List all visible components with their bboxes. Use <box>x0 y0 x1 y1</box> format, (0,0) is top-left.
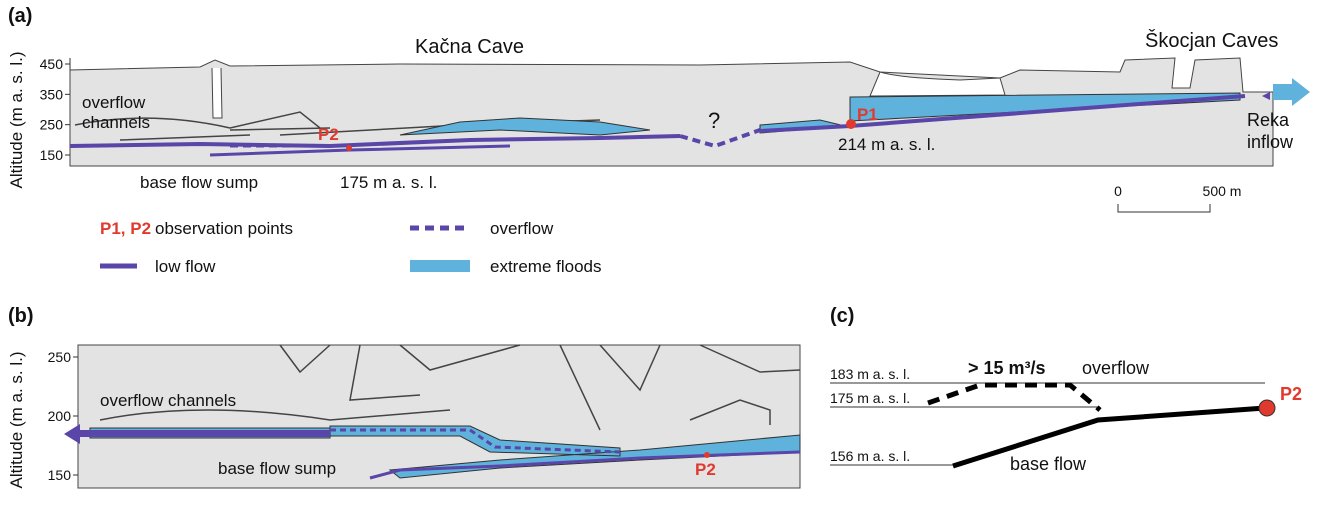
observation-point <box>704 452 710 458</box>
y-axis-label: Altitude (m a. s. l.) <box>7 52 26 189</box>
panel-label: (a) <box>8 5 32 27</box>
y-tick-label: 150 <box>40 147 64 163</box>
observation-point <box>846 119 856 129</box>
level-label: 156 m a. s. l. <box>830 448 910 464</box>
point-label: P2 <box>695 460 716 479</box>
scale-label: 0 <box>1114 183 1122 199</box>
annotation: 214 m a. s. l. <box>838 135 935 154</box>
panel-label: (b) <box>8 305 34 327</box>
point-label: P2 <box>318 125 339 144</box>
annotation: Reka <box>1247 110 1290 130</box>
annotation: ? <box>708 108 720 133</box>
annotation: channels <box>82 113 150 132</box>
annotation: base flow <box>1010 454 1087 474</box>
y-axis-label: Altitude (m a. s. l.) <box>7 352 26 489</box>
legend-swatch <box>410 260 470 272</box>
level-label: 183 m a. s. l. <box>830 366 910 382</box>
overflow-line <box>928 385 1100 410</box>
point-label: P2 <box>1280 384 1302 404</box>
observation-point <box>1259 400 1275 416</box>
annotation: overflow <box>1082 358 1150 378</box>
scale-label: 500 m <box>1203 183 1242 199</box>
y-tick-label: 250 <box>48 349 72 365</box>
y-tick-label: 450 <box>40 56 64 72</box>
figure: (a) Kačna Cave Škocjan Caves Altitude (m… <box>0 0 1320 503</box>
panel-label: (c) <box>830 305 854 327</box>
annotation: > 15 m³/s <box>968 358 1046 378</box>
legend-label: low flow <box>155 257 216 276</box>
y-tick-label: 200 <box>48 408 72 424</box>
base-flow-line <box>953 408 1265 466</box>
observation-point <box>346 145 352 151</box>
annotation: overflow <box>82 93 146 112</box>
y-tick-label: 350 <box>40 86 64 102</box>
level-label: 175 m a. s. l. <box>830 390 910 406</box>
cave-name: Škocjan Caves <box>1145 29 1278 52</box>
annotation: inflow <box>1247 132 1294 152</box>
shaft <box>212 68 222 118</box>
y-tick-label: 250 <box>40 117 64 133</box>
point-label: P1 <box>857 105 878 124</box>
annotation: 175 m a. s. l. <box>340 173 437 192</box>
scale-bar <box>1118 204 1210 212</box>
cave-profile <box>70 58 1273 166</box>
legend-symbol: P1, P2 <box>100 219 151 238</box>
annotation: base flow sump <box>218 459 336 478</box>
annotation: base flow sump <box>140 173 258 192</box>
annotation: overflow channels <box>100 391 236 410</box>
legend-label: observation points <box>155 219 293 238</box>
legend-label: extreme floods <box>490 257 602 276</box>
cave-name: Kačna Cave <box>415 36 524 58</box>
inflow-arrow <box>1273 78 1310 106</box>
legend-label: overflow <box>490 219 554 238</box>
y-tick-label: 150 <box>48 467 72 483</box>
